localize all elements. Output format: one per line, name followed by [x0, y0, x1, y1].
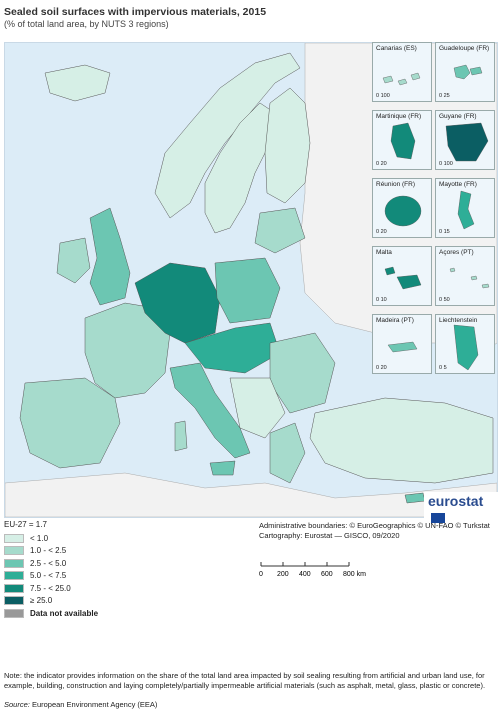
inset-scale: 0 50 [439, 297, 450, 303]
region-benelux-germany [134, 262, 221, 344]
inset-mayotte[interactable]: Mayotte (FR) 0 15 [435, 178, 495, 238]
inset-liechtenstein[interactable]: Liechtenstein 0 5 [435, 314, 495, 374]
legend-item: 1.0 - < 2.5 [4, 545, 98, 558]
inset-label: Guadeloupe (FR) [439, 45, 490, 52]
legend-label: 7.5 - < 25.0 [30, 583, 71, 593]
inset-scale: 0 100 [439, 161, 453, 167]
inset-label: Madeira (PT) [376, 317, 414, 324]
legend-item: ≥ 25.0 [4, 595, 98, 608]
eu-average: EU-27 = 1.7 [4, 520, 47, 529]
inset-reunion[interactable]: Réunion (FR) 0 20 [372, 178, 432, 238]
eurostat-logo: eurostat [424, 492, 500, 526]
inset-label: Mayotte (FR) [439, 181, 477, 188]
legend-label: 5.0 - < 7.5 [30, 571, 67, 581]
region-ireland [56, 237, 91, 284]
map-credits: Administrative boundaries: © EuroGeograp… [259, 521, 490, 541]
region-greece [269, 422, 306, 484]
logo-text: eurostat [428, 493, 484, 509]
inset-madeira[interactable]: Madeira (PT) 0 20 [372, 314, 432, 374]
inset-canarias[interactable]: Canarias (ES) 0 100 [372, 42, 432, 102]
legend-swatch [4, 533, 24, 543]
legend-item: 5.0 - < 7.5 [4, 570, 98, 583]
legend-swatch [4, 583, 24, 593]
legend-swatch-na [4, 608, 24, 618]
credits-boundaries: Administrative boundaries: © EuroGeograp… [259, 521, 490, 530]
legend-swatch [4, 546, 24, 556]
inset-label: Liechtenstein [439, 317, 478, 324]
inset-label: Açores (PT) [439, 249, 474, 256]
legend-label: < 1.0 [30, 533, 49, 543]
inset-scale: 0 15 [439, 229, 450, 235]
source-prefix: Source: [4, 700, 30, 709]
source-line: Source: European Environment Agency (EEA… [4, 700, 157, 709]
inset-scale: 0 25 [439, 93, 450, 99]
inset-panel: Canarias (ES) 0 100 Guadeloupe (FR) 0 25… [372, 42, 496, 404]
map-title: Sealed soil surfaces with impervious mat… [4, 6, 267, 18]
inset-label: Martinique (FR) [376, 113, 422, 120]
legend-label: ≥ 25.0 [30, 596, 53, 606]
map-legend: EU-27 = 1.7 < 1.0 1.0 - < 2.5 2.5 - < 5.… [4, 520, 98, 620]
legend-item-na: Data not available [4, 607, 98, 620]
region-turkey [309, 397, 494, 484]
inset-scale: 0 10 [376, 297, 387, 303]
inset-scale: 0 20 [376, 229, 387, 235]
inset-label: Malta [376, 249, 392, 256]
inset-guyane[interactable]: Guyane (FR) 0 100 [435, 110, 495, 170]
region-sweden [204, 102, 276, 234]
inset-malta[interactable]: Malta 0 10 [372, 246, 432, 306]
legend-label-na: Data not available [30, 608, 99, 618]
inset-scale: 0 20 [376, 161, 387, 167]
region-iceland [44, 64, 111, 102]
legend-item: < 1.0 [4, 532, 98, 545]
inset-label: Guyane (FR) [439, 113, 477, 120]
scale-tick: 400 [299, 571, 311, 578]
legend-swatch [4, 596, 24, 606]
map-subtitle: (% of total land area, by NUTS 3 regions… [4, 19, 169, 29]
scale-tick: 0 [259, 571, 263, 578]
inset-label: Canarias (ES) [376, 45, 417, 52]
region-cyprus [404, 492, 426, 504]
legend-item: 7.5 - < 25.0 [4, 582, 98, 595]
inset-guadeloupe[interactable]: Guadeloupe (FR) 0 25 [435, 42, 495, 102]
region-baltics [254, 207, 306, 254]
scale-bar: 0 200 400 600 800 km [259, 544, 499, 578]
credits-cartography: Cartography: Eurostat — GISCO, 09/2020 [259, 531, 400, 540]
scale-tick: 200 [277, 571, 289, 578]
legend-item: 2.5 - < 5.0 [4, 557, 98, 570]
region-finland [264, 87, 311, 204]
scale-tick: 800 km [343, 571, 366, 578]
region-france [84, 302, 171, 399]
inset-acores[interactable]: Açores (PT) 0 50 [435, 246, 495, 306]
legend-label: 2.5 - < 5.0 [30, 558, 67, 568]
legend-swatch [4, 558, 24, 568]
region-balkans-west [229, 377, 286, 439]
scale-tick: 600 [321, 571, 333, 578]
legend-label: 1.0 - < 2.5 [30, 546, 67, 556]
north-africa-land [5, 472, 497, 517]
inset-label: Réunion (FR) [376, 181, 416, 188]
eu-flag-icon [431, 513, 445, 524]
inset-martinique[interactable]: Martinique (FR) 0 20 [372, 110, 432, 170]
region-sardinia [174, 420, 188, 452]
region-norway [154, 52, 301, 219]
region-sicily [209, 460, 236, 476]
inset-scale: 0 5 [439, 365, 447, 371]
region-uk [89, 207, 131, 306]
region-iberia [19, 377, 121, 469]
region-poland [214, 257, 281, 324]
region-italy [169, 362, 251, 459]
inset-scale: 0 20 [376, 365, 387, 371]
inset-scale: 0 100 [376, 93, 390, 99]
footnote: Note: the indicator provides information… [4, 671, 486, 690]
source-text: European Environment Agency (EEA) [29, 700, 158, 709]
legend-swatch [4, 571, 24, 581]
